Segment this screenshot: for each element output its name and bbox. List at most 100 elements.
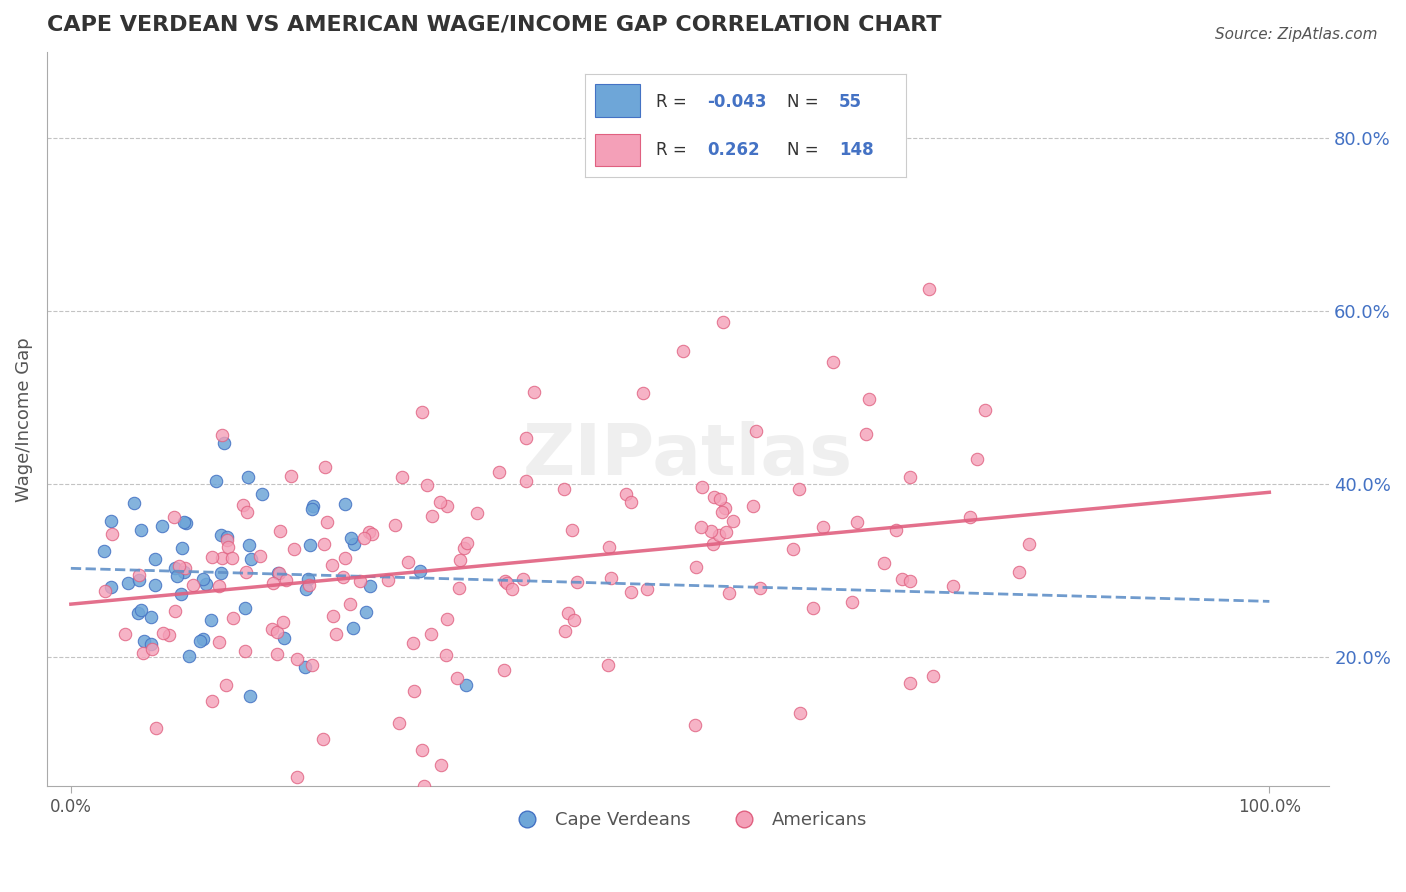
Point	[236, 506, 259, 520]
Point	[145, 552, 167, 566]
Point	[636, 582, 658, 596]
Point	[194, 577, 217, 591]
Point	[789, 706, 811, 721]
Point	[745, 424, 768, 438]
Point	[240, 552, 263, 566]
Point	[741, 499, 763, 513]
Point	[495, 575, 517, 590]
Point	[420, 626, 443, 640]
Point	[717, 585, 740, 599]
Point	[748, 581, 770, 595]
Point	[170, 587, 193, 601]
Point	[250, 487, 273, 501]
Point	[200, 613, 222, 627]
Point	[898, 470, 921, 484]
Text: Source: ZipAtlas.com: Source: ZipAtlas.com	[1215, 27, 1378, 42]
Point	[217, 540, 239, 554]
Point	[713, 500, 735, 515]
Point	[177, 649, 200, 664]
Point	[232, 498, 254, 512]
Point	[201, 549, 224, 564]
Point	[238, 469, 260, 483]
Point	[332, 570, 354, 584]
Point	[222, 611, 245, 625]
Point	[349, 574, 371, 588]
Point	[553, 482, 575, 496]
Point	[340, 531, 363, 545]
Point	[973, 403, 995, 417]
Point	[143, 578, 166, 592]
Point	[100, 580, 122, 594]
Point	[430, 758, 453, 772]
Point	[233, 601, 256, 615]
Point	[449, 553, 471, 567]
Point	[215, 678, 238, 692]
Point	[411, 742, 433, 756]
Point	[465, 506, 488, 520]
Point	[966, 452, 988, 467]
Point	[523, 385, 546, 400]
Point	[132, 634, 155, 648]
Point	[333, 497, 356, 511]
Point	[353, 531, 375, 545]
Point	[301, 502, 323, 516]
Point	[404, 684, 426, 698]
Point	[215, 531, 238, 545]
Point	[238, 538, 260, 552]
Point	[235, 566, 257, 580]
Point	[855, 427, 877, 442]
Point	[501, 582, 523, 596]
Point	[269, 524, 291, 539]
Point	[129, 524, 152, 538]
Point	[633, 385, 655, 400]
Point	[377, 573, 399, 587]
Point	[132, 646, 155, 660]
Point	[619, 495, 641, 509]
Point	[456, 536, 478, 550]
Point	[312, 732, 335, 747]
Point	[412, 780, 434, 794]
Point	[94, 583, 117, 598]
Point	[163, 561, 186, 575]
Point	[494, 574, 516, 588]
Point	[561, 524, 583, 538]
Point	[567, 575, 589, 590]
Point	[221, 551, 243, 566]
Point	[128, 568, 150, 582]
Point	[131, 603, 153, 617]
Point	[301, 658, 323, 673]
Point	[262, 575, 284, 590]
Point	[884, 523, 907, 537]
Point	[174, 516, 197, 530]
Point	[322, 608, 344, 623]
Point	[872, 557, 894, 571]
Point	[354, 605, 377, 619]
Point	[787, 483, 810, 497]
Y-axis label: Wage/Income Gap: Wage/Income Gap	[15, 337, 32, 501]
Point	[301, 500, 323, 514]
Point	[709, 492, 731, 507]
Text: ZIPatlas: ZIPatlas	[523, 421, 853, 491]
Point	[101, 527, 124, 541]
Point	[685, 559, 707, 574]
Point	[211, 427, 233, 442]
Point	[239, 690, 262, 704]
Point	[280, 469, 302, 483]
Point	[823, 355, 845, 369]
Point	[434, 648, 457, 663]
Point	[898, 574, 921, 588]
Point	[703, 490, 725, 504]
Point	[841, 595, 863, 609]
Point	[285, 652, 308, 666]
Point	[208, 579, 231, 593]
Point	[283, 541, 305, 556]
Point	[128, 574, 150, 588]
Point	[360, 527, 382, 541]
Point	[217, 533, 239, 547]
Point	[702, 537, 724, 551]
Point	[333, 551, 356, 566]
Point	[429, 494, 451, 508]
Point	[267, 566, 290, 581]
Point	[274, 574, 297, 588]
Point	[343, 537, 366, 551]
